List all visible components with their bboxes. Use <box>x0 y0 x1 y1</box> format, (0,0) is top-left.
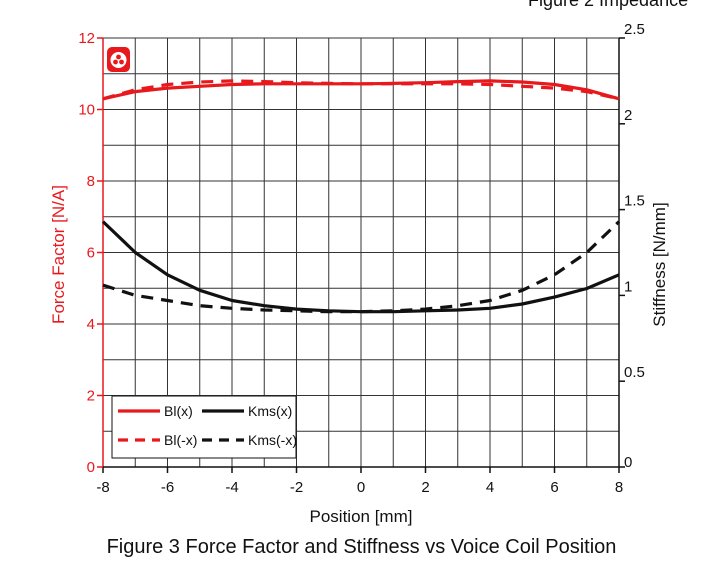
y-left-tick-label: 0 <box>87 459 95 476</box>
y-left-tick-label: 8 <box>87 173 95 190</box>
x-tick-label: -4 <box>225 479 238 496</box>
x-tick-label: -6 <box>161 479 174 496</box>
series-line-blx-dashed <box>102 79 620 101</box>
x-axis-title: Position [mm] <box>310 507 413 526</box>
logo-dot <box>113 59 118 65</box>
legend-label: Bl(x) <box>164 403 193 419</box>
legend-label: Kms(-x) <box>248 432 297 448</box>
y-left-tick-label: 2 <box>87 388 95 405</box>
figure-caption: Figure 3 Force Factor and Stiffness vs V… <box>106 536 617 558</box>
series-line-kmsx-dashed <box>102 220 621 314</box>
y-right-axis-title: Stiffness [N/mm] <box>650 202 669 326</box>
y-left-tick-label: 4 <box>87 316 95 333</box>
y-right-tick-label: 0.5 <box>624 364 645 381</box>
previous-figure-caption-fragment: Figure 2 Impedance <box>528 0 689 10</box>
y-right-tick-label: 2 <box>624 107 632 124</box>
x-tick-label: -8 <box>96 479 109 496</box>
logo-dot <box>116 54 121 60</box>
x-tick-label: -2 <box>290 479 303 496</box>
x-tick-label: 2 <box>421 479 429 496</box>
y-left-tick-label: 10 <box>78 102 95 119</box>
y-right-tick-label: 1.5 <box>624 193 645 210</box>
force-factor-stiffness-chart: -8 -6 -4 -2 0 2 4 6 802468101200.511.522.5Positi… <box>49 21 669 526</box>
legend-box <box>111 395 297 459</box>
logo-inner-circle <box>110 52 127 68</box>
logo-dot <box>119 59 124 65</box>
x-tick-label: 4 <box>486 479 494 496</box>
y-right-tick-label: 1 <box>624 278 632 295</box>
y-right-tick-label: 2.5 <box>624 21 645 38</box>
y-left-tick-label: 12 <box>78 30 95 47</box>
x-tick-label: 0 <box>357 479 365 496</box>
series-line-blx <box>102 79 620 101</box>
x-tick-label: 6 <box>550 479 558 496</box>
legend-label: Kms(x) <box>248 403 292 419</box>
y-left-axis-title: Force Factor [N/A] <box>49 185 68 324</box>
y-right-tick-label: 0 <box>624 454 632 471</box>
y-left-tick-label: 6 <box>87 245 95 262</box>
x-tick-label: 8 <box>615 479 623 496</box>
legend-label: Bl(-x) <box>164 432 197 448</box>
